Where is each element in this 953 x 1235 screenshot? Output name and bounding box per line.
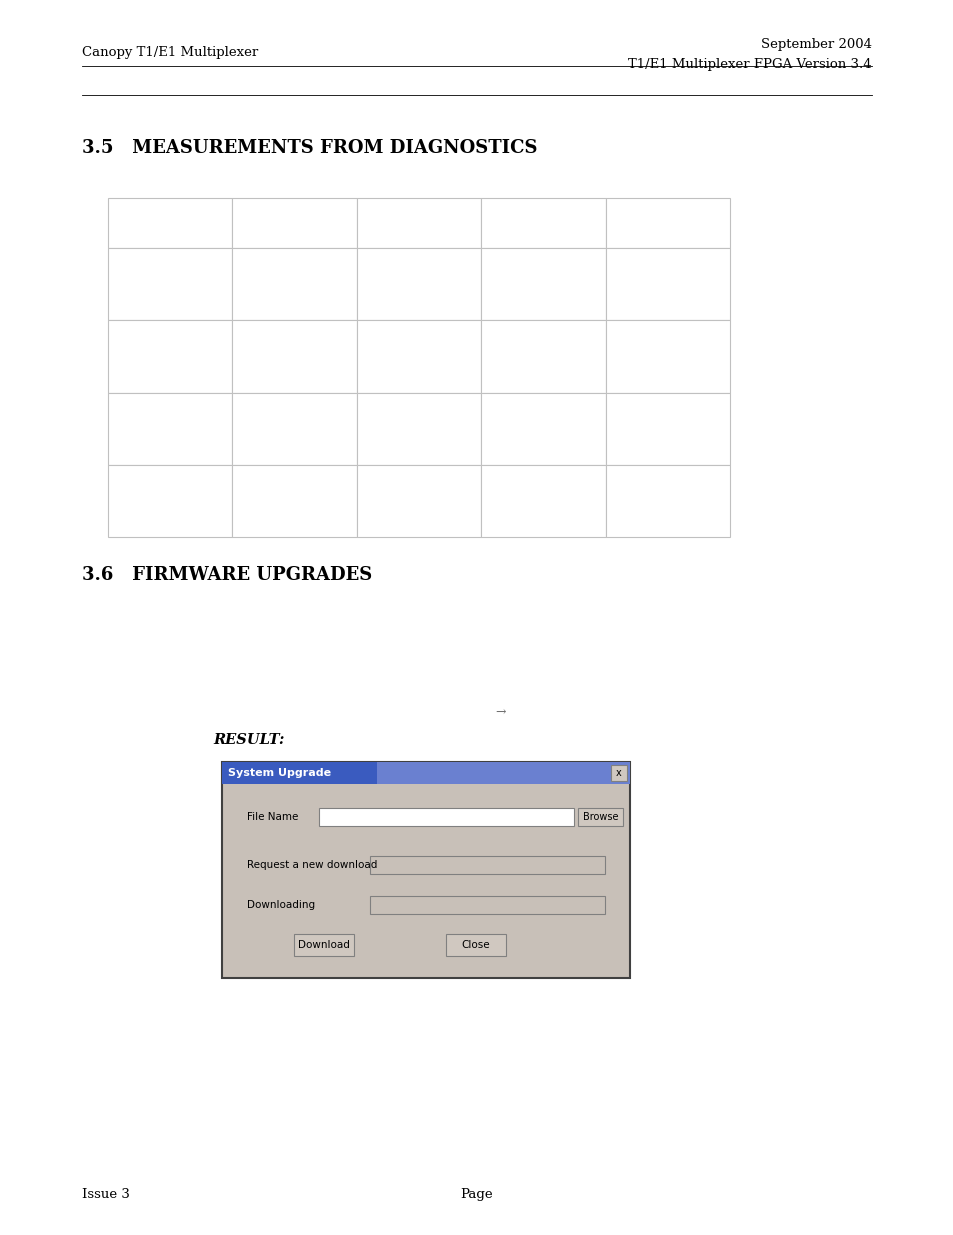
Bar bbox=[370, 856, 604, 874]
Bar bbox=[294, 934, 354, 956]
Text: RESULT:: RESULT: bbox=[213, 734, 284, 747]
Bar bbox=[108, 320, 233, 393]
Bar bbox=[610, 764, 626, 781]
Bar bbox=[605, 464, 729, 537]
Text: T1/E1 Multiplexer FPGA Version 3.4: T1/E1 Multiplexer FPGA Version 3.4 bbox=[628, 58, 871, 70]
Text: System Upgrade: System Upgrade bbox=[228, 768, 331, 778]
Text: x: x bbox=[616, 768, 621, 778]
Bar bbox=[233, 198, 356, 248]
Text: Download: Download bbox=[297, 940, 350, 950]
Bar bbox=[370, 897, 604, 914]
Bar bbox=[605, 198, 729, 248]
Bar bbox=[356, 393, 480, 464]
Bar bbox=[605, 393, 729, 464]
Bar bbox=[233, 393, 356, 464]
Bar bbox=[446, 934, 505, 956]
Text: Close: Close bbox=[461, 940, 490, 950]
Bar bbox=[108, 198, 233, 248]
Bar bbox=[108, 393, 233, 464]
Text: Downloading: Downloading bbox=[247, 900, 314, 910]
Bar bbox=[108, 464, 233, 537]
Bar bbox=[480, 320, 605, 393]
Text: 3.5   MEASUREMENTS FROM DIAGNOSTICS: 3.5 MEASUREMENTS FROM DIAGNOSTICS bbox=[82, 140, 537, 157]
Text: Request a new download: Request a new download bbox=[247, 860, 377, 869]
Bar bbox=[605, 320, 729, 393]
Bar bbox=[578, 808, 622, 826]
Bar bbox=[233, 248, 356, 320]
Text: 3.6   FIRMWARE UPGRADES: 3.6 FIRMWARE UPGRADES bbox=[82, 566, 372, 584]
Text: Page: Page bbox=[460, 1188, 493, 1202]
Text: Canopy T1/E1 Multiplexer: Canopy T1/E1 Multiplexer bbox=[82, 46, 258, 58]
Bar bbox=[480, 393, 605, 464]
Bar bbox=[318, 808, 574, 826]
Bar bbox=[356, 320, 480, 393]
Bar bbox=[222, 762, 629, 784]
Bar bbox=[356, 464, 480, 537]
Bar bbox=[480, 248, 605, 320]
Text: September 2004: September 2004 bbox=[760, 37, 871, 51]
Bar bbox=[376, 762, 629, 784]
Bar bbox=[605, 248, 729, 320]
Bar bbox=[233, 464, 356, 537]
Bar bbox=[222, 762, 629, 978]
Text: →: → bbox=[496, 705, 506, 719]
Text: File Name: File Name bbox=[247, 811, 298, 823]
Bar bbox=[480, 464, 605, 537]
Bar bbox=[480, 198, 605, 248]
Bar bbox=[356, 248, 480, 320]
Bar bbox=[233, 320, 356, 393]
Bar bbox=[108, 248, 233, 320]
Text: Issue 3: Issue 3 bbox=[82, 1188, 130, 1202]
Bar bbox=[356, 198, 480, 248]
Text: Browse: Browse bbox=[582, 811, 618, 823]
